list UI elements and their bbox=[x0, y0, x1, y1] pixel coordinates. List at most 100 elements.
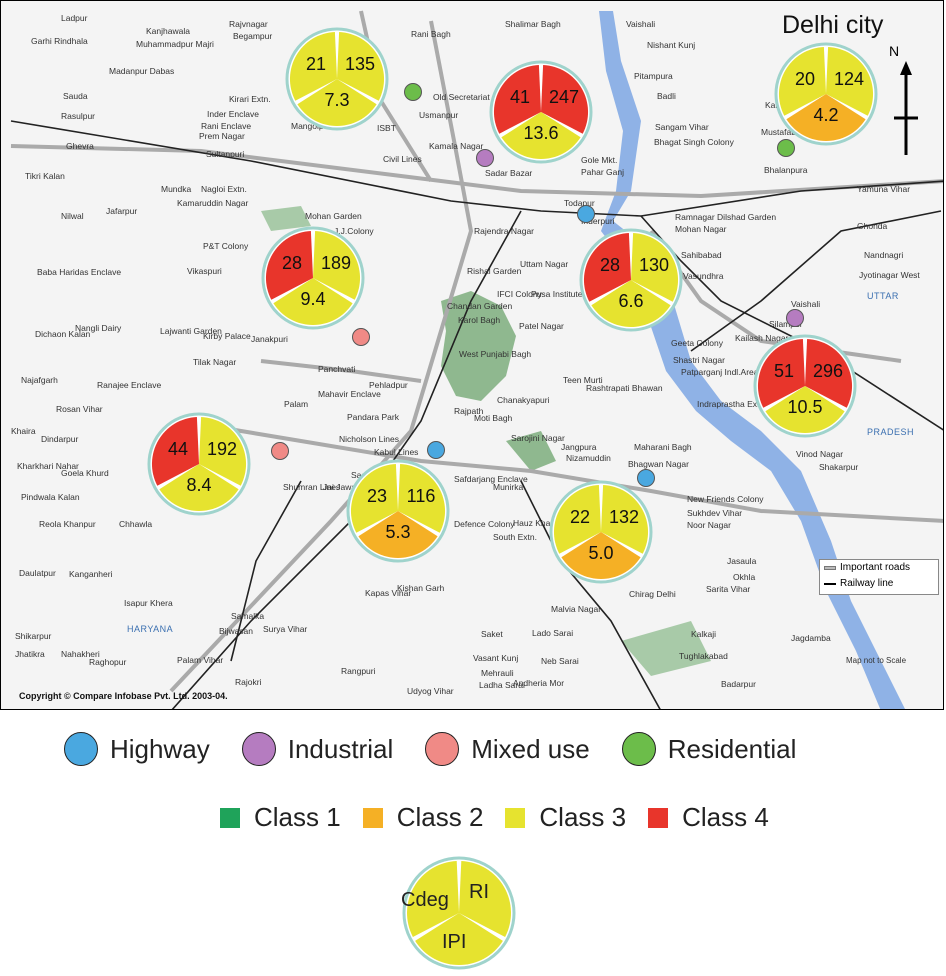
place-label: Civil Lines bbox=[383, 154, 422, 164]
pie-ri-value: 130 bbox=[638, 255, 670, 275]
place-label: Nicholson Lines bbox=[339, 434, 400, 444]
legend-item-industrial: Industrial bbox=[241, 732, 393, 766]
place-label: Mohan Nagar bbox=[675, 224, 727, 234]
place-label: Dichaon Kalan bbox=[35, 329, 91, 339]
pie-ipl-value: 4.2 bbox=[813, 105, 839, 125]
place-label: Rajendra Nagar bbox=[474, 226, 535, 236]
place-label: Lado Sarai bbox=[532, 628, 574, 638]
legend-rail: Railway line bbox=[820, 576, 938, 592]
legend-label: Class 2 bbox=[396, 802, 484, 832]
place-label: Bhagat Singh Colony bbox=[654, 137, 734, 147]
place-label: Jangpura bbox=[561, 442, 597, 452]
park bbox=[506, 431, 556, 471]
place-label: Mangolpuri bbox=[291, 121, 334, 131]
legend-label: Mixed use bbox=[471, 733, 590, 764]
place-label: Kharkhari Nahar bbox=[17, 461, 79, 471]
pie-ipl-value: 13.6 bbox=[523, 123, 559, 143]
place-label: Maharani Bagh bbox=[634, 442, 692, 452]
place-label: Kanjhawala bbox=[146, 26, 190, 36]
place-label: Kirari Extn. bbox=[229, 94, 271, 104]
pie-cdeg-value: 51 bbox=[773, 361, 795, 381]
place-label: Jagdamba bbox=[791, 633, 831, 643]
ri-wedge bbox=[199, 417, 247, 486]
legend-label: Class 4 bbox=[682, 802, 769, 832]
ridge-forest bbox=[441, 291, 516, 401]
place-label: Nahakheri bbox=[61, 649, 100, 659]
place-label: Todapur bbox=[564, 198, 595, 208]
class-legend: Class 1 Class 2 Class 3 Class 4 bbox=[220, 802, 791, 833]
legend-swatch bbox=[648, 807, 669, 828]
place-label: Okhla bbox=[733, 572, 756, 582]
place-label: Mahavir Enclave bbox=[318, 389, 381, 399]
legend-item-residential: Residential bbox=[621, 732, 797, 766]
pie-ri-value: 135 bbox=[344, 54, 376, 74]
site-pie: 51 296 10.5 bbox=[752, 333, 858, 439]
place-label: Lajwanti Garden bbox=[160, 326, 222, 336]
ipl-wedge bbox=[786, 94, 866, 141]
site-pie-chart bbox=[261, 226, 365, 330]
place-label: Silampur bbox=[769, 319, 803, 329]
pie-cdeg-value: 22 bbox=[569, 507, 591, 527]
place-label: Isapur Khera bbox=[124, 598, 173, 608]
place-label: Tikri Kalan bbox=[25, 171, 65, 181]
legend-swatch bbox=[362, 807, 383, 828]
place-label: Noor Nagar bbox=[687, 520, 731, 530]
place-label: ISBT bbox=[377, 123, 396, 133]
place-label: Raghopur bbox=[89, 657, 127, 667]
ipl-wedge bbox=[159, 464, 239, 511]
region-haryana: HARYANA bbox=[127, 624, 174, 634]
key-pie-chart bbox=[402, 856, 516, 970]
legend-item-highway: Highway bbox=[64, 732, 210, 766]
place-label: Vasundhra bbox=[683, 271, 724, 281]
place-label: Rajvnagar bbox=[229, 19, 268, 29]
site-marker-residential bbox=[404, 83, 422, 101]
ri-wedge bbox=[459, 861, 511, 937]
place-label: Jai Jawan bbox=[323, 482, 361, 492]
place-label: Shikarpur bbox=[15, 631, 52, 641]
place-label: Shastri Nagar bbox=[673, 355, 725, 365]
place-label: Jhatikra bbox=[15, 649, 45, 659]
site-pie-chart bbox=[285, 27, 389, 131]
place-label: J.J.Colony bbox=[334, 226, 374, 236]
pie-ipl-value: 9.4 bbox=[300, 289, 326, 309]
site-marker-mixed-use bbox=[271, 442, 289, 460]
site-pie: 20 124 4.2 bbox=[773, 41, 879, 147]
pie-cdeg-value: 28 bbox=[599, 255, 621, 275]
place-label: Ranajee Enclave bbox=[97, 380, 162, 390]
site-marker-highway bbox=[427, 441, 445, 459]
place-label: Udyog Vihar bbox=[407, 686, 454, 696]
place-label: Ghonda bbox=[857, 221, 888, 231]
place-label: Jafarpur bbox=[106, 206, 138, 216]
pie-cdeg-value: 23 bbox=[366, 486, 388, 506]
place-label: Chanakyapuri bbox=[497, 395, 550, 405]
site-pie-chart bbox=[147, 412, 251, 516]
site-marker-highway bbox=[577, 205, 595, 223]
place-label: Gole Mkt. bbox=[581, 155, 618, 165]
key-ri-label: RI bbox=[469, 881, 489, 903]
place-label: Dindarpur bbox=[41, 434, 79, 444]
place-label: Goela Khurd bbox=[61, 468, 109, 478]
place-label: Sauda bbox=[63, 91, 88, 101]
place-label: Sultanpuri bbox=[206, 149, 245, 159]
site-marker-industrial bbox=[786, 309, 804, 327]
pie-ri-value: 247 bbox=[548, 87, 580, 107]
park bbox=[261, 206, 311, 231]
place-label: Daulatpur bbox=[19, 568, 56, 578]
place-label: Vaishali bbox=[626, 19, 656, 29]
place-label: Nagloi Extn. bbox=[201, 184, 247, 194]
site-marker-residential bbox=[777, 139, 795, 157]
place-label: Khaira bbox=[11, 426, 36, 436]
place-label: Andheria Mor bbox=[513, 678, 565, 688]
place-label: IFCI Colony bbox=[497, 289, 542, 299]
place-label: Bhagwan Nagar bbox=[628, 459, 689, 469]
place-label: Kailash Nagar bbox=[735, 333, 789, 343]
site-pie-chart bbox=[346, 459, 450, 563]
place-label: Nilwal bbox=[61, 211, 84, 221]
place-label: Sangam Vihar bbox=[655, 122, 709, 132]
place-label: Old Secretariat bbox=[433, 92, 490, 102]
legend-label: Residential bbox=[667, 733, 797, 764]
site-pie-chart bbox=[774, 42, 878, 146]
place-label: Pusa Institute bbox=[531, 289, 583, 299]
place-label: Sadar Bazar bbox=[485, 168, 533, 178]
place-label: Ramnagar Dilshad Garden bbox=[675, 212, 777, 222]
